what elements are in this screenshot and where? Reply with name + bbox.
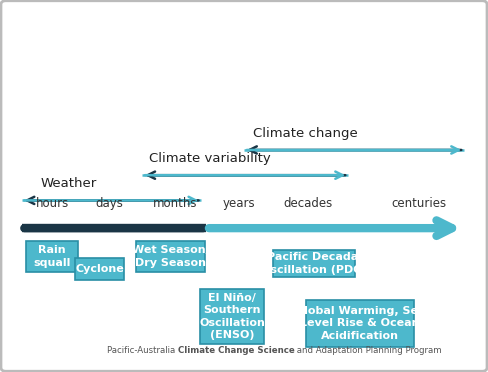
Text: and Adaptation Planning Program: and Adaptation Planning Program xyxy=(294,346,441,355)
Text: Wet Season/
Dry Season: Wet Season/ Dry Season xyxy=(132,245,209,268)
Text: Weather: Weather xyxy=(41,177,97,190)
FancyBboxPatch shape xyxy=(200,289,264,344)
Text: El Niño/
Southern
Oscillation
(ENSO): El Niño/ Southern Oscillation (ENSO) xyxy=(199,293,265,340)
Text: decades: decades xyxy=(283,198,332,211)
FancyBboxPatch shape xyxy=(273,250,355,277)
Text: Climate change: Climate change xyxy=(253,127,358,140)
FancyBboxPatch shape xyxy=(305,300,414,347)
FancyBboxPatch shape xyxy=(136,241,205,272)
Text: Pacific-Australia: Pacific-Australia xyxy=(107,346,178,355)
Text: Climate variability: Climate variability xyxy=(149,152,271,165)
Text: months: months xyxy=(153,198,198,211)
Text: Climate Change Science: Climate Change Science xyxy=(178,346,294,355)
Text: Global Warming, Sea
Level Rise & Ocean
Acidification: Global Warming, Sea Level Rise & Ocean A… xyxy=(295,306,425,341)
Text: years: years xyxy=(223,198,256,211)
Text: Rain
squall: Rain squall xyxy=(34,245,71,268)
FancyBboxPatch shape xyxy=(26,241,78,272)
Text: days: days xyxy=(95,198,123,211)
Text: Weather and climate scales: Weather and climate scales xyxy=(100,26,388,46)
Text: Pacific Decadal
Oscillation (PDO): Pacific Decadal Oscillation (PDO) xyxy=(261,252,367,275)
Text: centuries: centuries xyxy=(391,198,447,211)
FancyBboxPatch shape xyxy=(75,259,124,280)
Text: hours: hours xyxy=(36,198,69,211)
Text: Cyclone: Cyclone xyxy=(75,264,124,274)
